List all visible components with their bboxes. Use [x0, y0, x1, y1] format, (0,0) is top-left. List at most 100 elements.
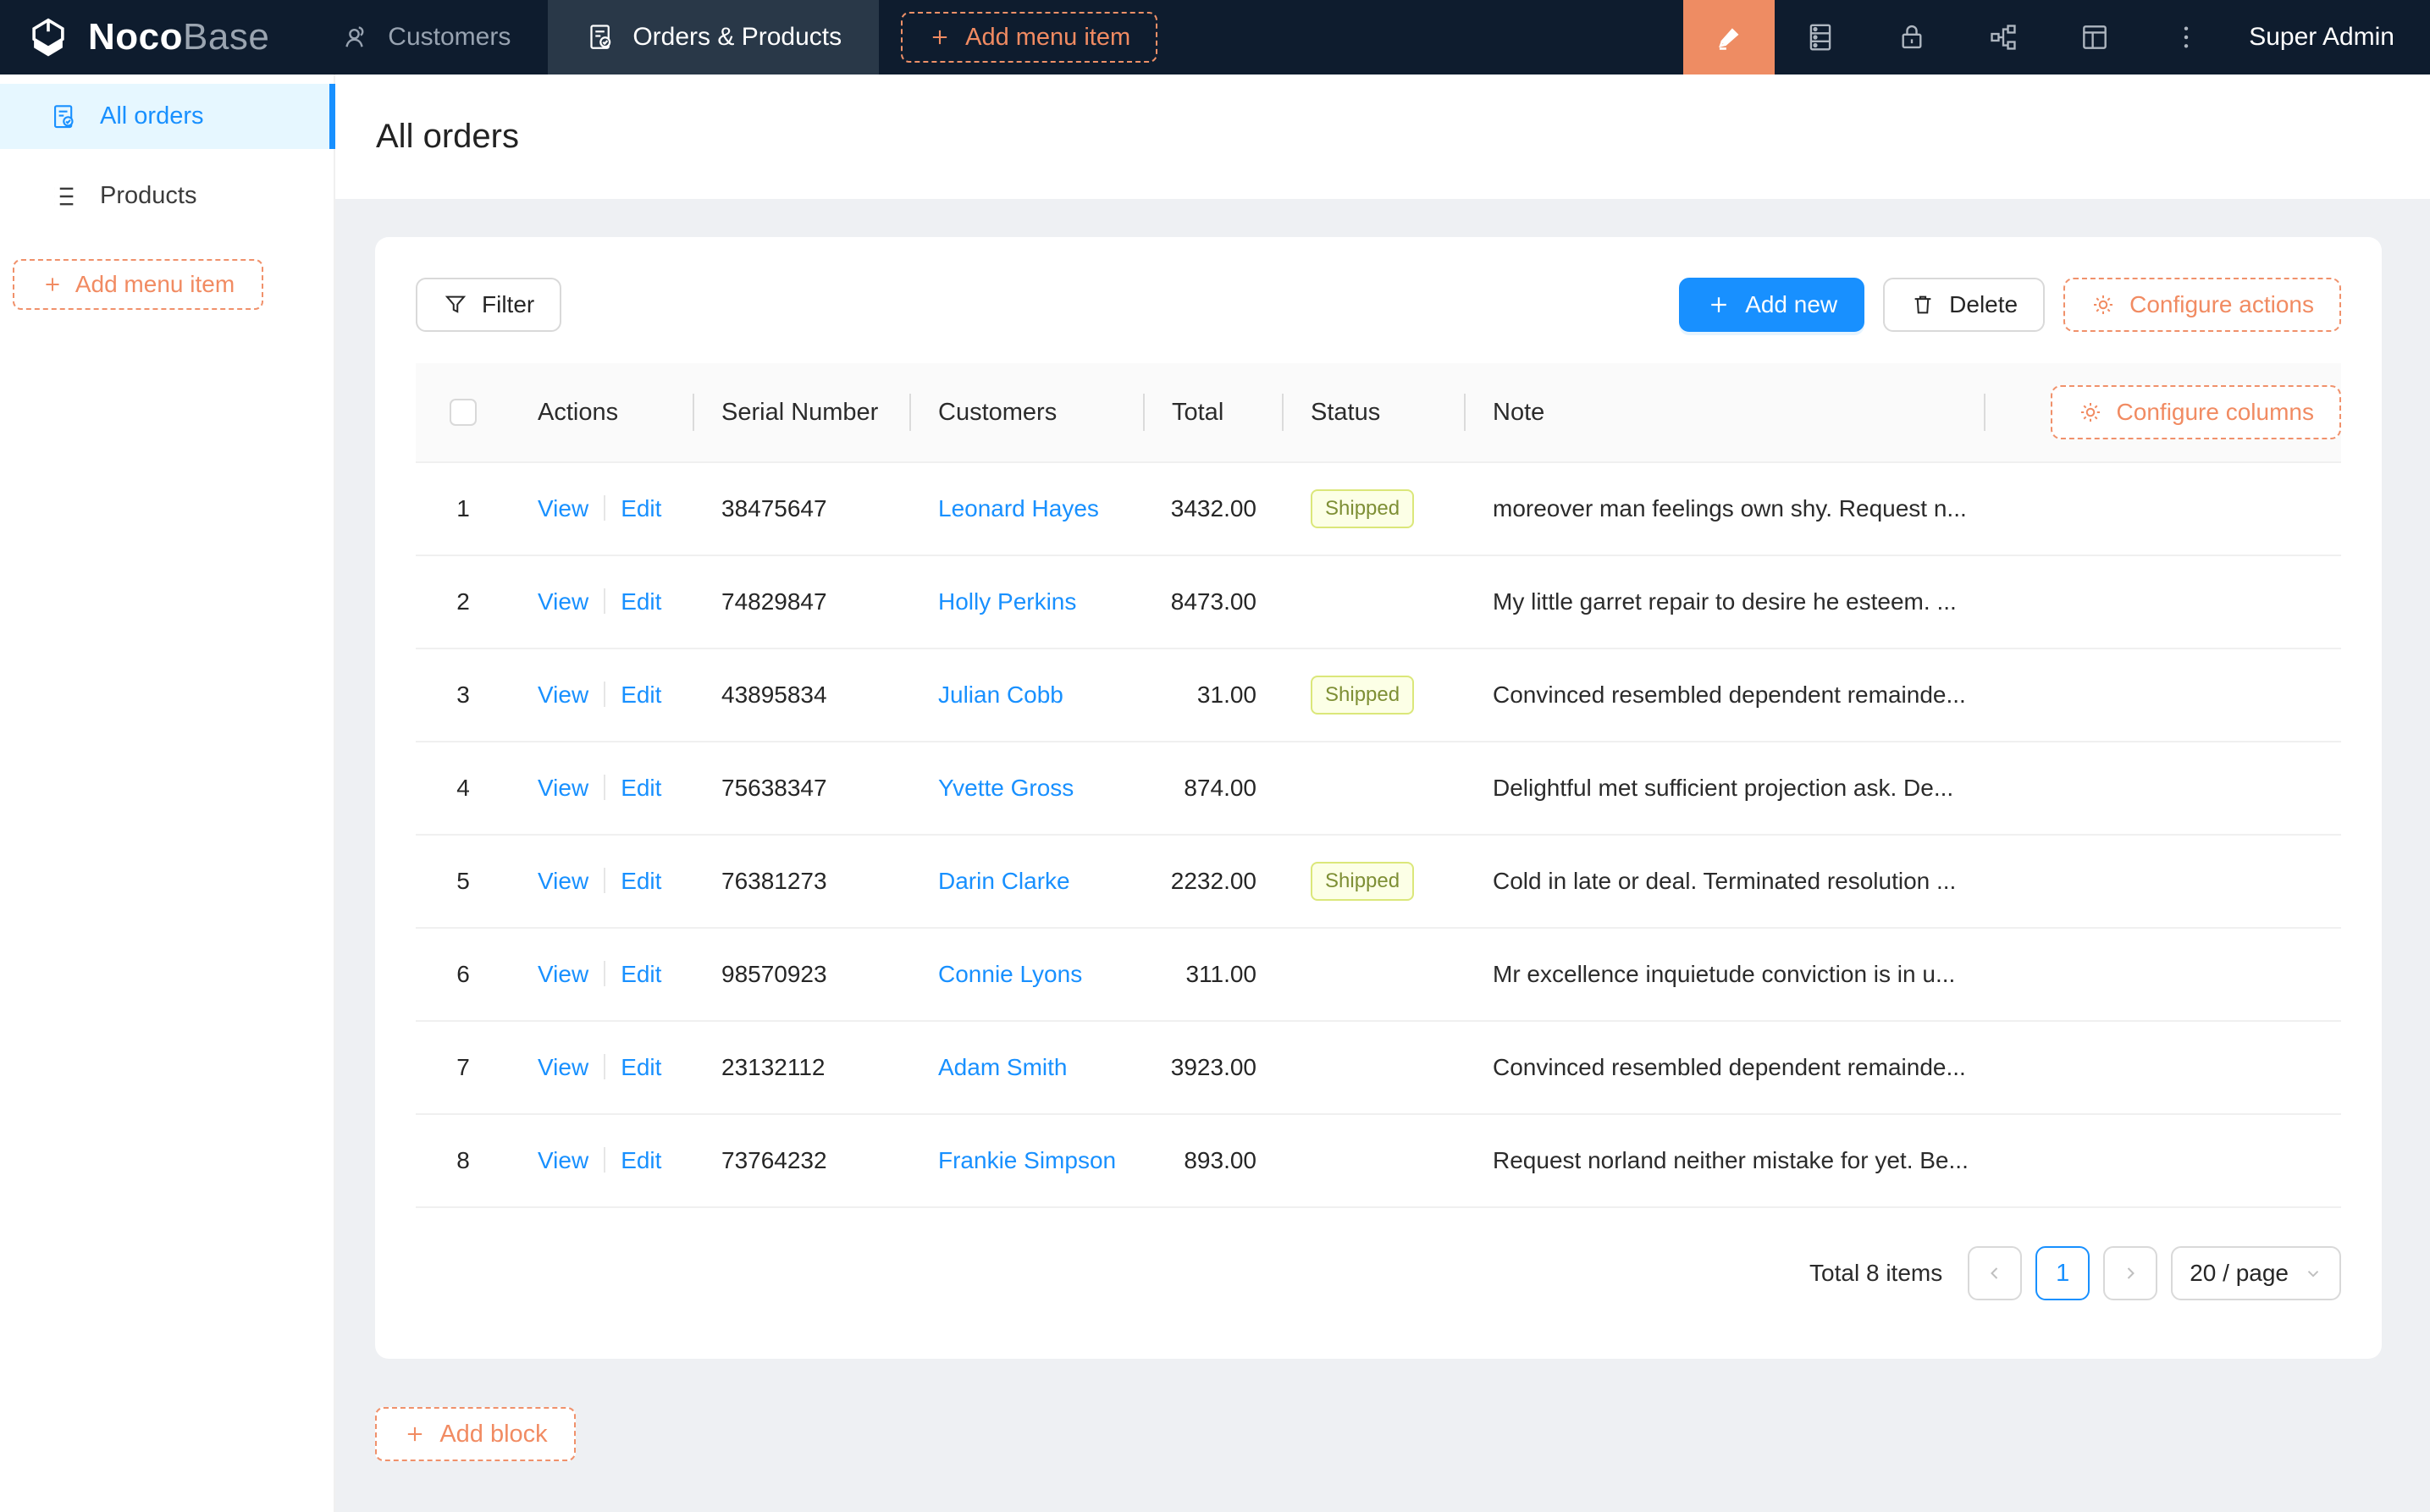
edit-link[interactable]: Edit [621, 961, 662, 987]
configure-columns-cell: Configure columns [1985, 363, 2341, 461]
table-row: 5 View Edit 76381273 Darin Clarke 2232.00… [416, 836, 2341, 929]
row-index: 4 [456, 775, 470, 801]
view-link[interactable]: View [538, 868, 589, 894]
action-divider [604, 868, 606, 893]
page-size-value: 20 / page [2190, 1260, 2289, 1286]
pagination-total: Total 8 items [1809, 1260, 1943, 1286]
user-name: Super Admin [2249, 23, 2394, 51]
nav-tab-orders-products[interactable]: Orders & Products [548, 0, 880, 74]
table-toolbar: Filter Add new Delete [416, 278, 2341, 332]
edit-link[interactable]: Edit [621, 588, 662, 615]
pagination-next-button[interactable] [2103, 1246, 2158, 1300]
filter-icon [445, 295, 467, 313]
action-divider [604, 961, 606, 986]
sidebar-item-all-orders[interactable]: All orders [0, 84, 335, 149]
view-link[interactable]: View [538, 1147, 589, 1173]
configure-columns-label: Configure columns [2116, 399, 2314, 425]
customer-link[interactable]: Julian Cobb [938, 682, 1063, 708]
view-link[interactable]: View [538, 1054, 589, 1080]
status-badge: Shipped [1311, 489, 1415, 528]
sidebar-item-products[interactable]: Products [0, 163, 334, 229]
api-button[interactable] [1958, 0, 2049, 74]
edit-link[interactable]: Edit [621, 1147, 662, 1173]
edit-link[interactable]: Edit [621, 682, 662, 708]
page-content: Filter Add new Delete [335, 199, 2430, 1512]
customer-link[interactable]: Adam Smith [938, 1054, 1068, 1080]
add-block-label: Add block [439, 1420, 548, 1448]
highlighter-icon [1719, 28, 1739, 50]
edit-link[interactable]: Edit [621, 775, 662, 801]
customer-link[interactable]: Darin Clarke [938, 868, 1070, 894]
lock-icon [1902, 25, 1922, 49]
row-actions: View Edit [511, 588, 694, 615]
edit-link[interactable]: Edit [621, 1054, 662, 1080]
header-add-menu-item-button[interactable]: Add menu item [901, 12, 1158, 63]
plus-icon [932, 30, 947, 45]
configure-actions-button[interactable]: Configure actions [2063, 278, 2341, 332]
view-link[interactable]: View [538, 775, 589, 801]
delete-button[interactable]: Delete [1883, 278, 2046, 332]
action-divider [604, 1054, 606, 1079]
nav-tab-customers[interactable]: Customers [303, 0, 548, 74]
column-header-customers: Customers [911, 363, 1145, 461]
note-cell: Cold in late or deal. Terminated resolut… [1493, 868, 1957, 894]
table-header-row: Actions Serial Number Customers Total St… [416, 363, 2341, 463]
table-row: 7 View Edit 23132112 Adam Smith 3923.00 C… [416, 1022, 2341, 1115]
ui-editor-button[interactable] [1683, 0, 1776, 74]
database-icon [1809, 24, 1831, 51]
status-cell: Shipped [1284, 862, 1466, 901]
chevron-down-icon [2307, 1271, 2319, 1277]
user-menu[interactable]: Super Admin [2232, 0, 2430, 74]
team-icon [345, 26, 364, 47]
gear-icon [2080, 403, 2100, 422]
page-size-select[interactable]: 20 / page [2171, 1246, 2341, 1300]
collections-button[interactable] [1775, 0, 1866, 74]
pagination-prev-button[interactable] [1968, 1246, 2023, 1300]
row-actions: View Edit [511, 775, 694, 802]
sidebar-add-menu-item-button[interactable]: Add menu item [13, 259, 263, 310]
serial-number-cell: 43895834 [721, 682, 827, 708]
row-index: 2 [456, 588, 470, 615]
view-link[interactable]: View [538, 961, 589, 987]
action-divider [604, 775, 606, 800]
view-link[interactable]: View [538, 588, 589, 615]
edit-link[interactable]: Edit [621, 495, 662, 521]
view-link[interactable]: View [538, 495, 589, 521]
note-cell: Delightful met sufficient projection ask… [1493, 775, 1954, 801]
row-index: 7 [456, 1054, 470, 1080]
add-new-button[interactable]: Add new [1679, 278, 1865, 332]
customer-link[interactable]: Connie Lyons [938, 961, 1083, 987]
customer-link[interactable]: Yvette Gross [938, 775, 1074, 801]
delete-label: Delete [1949, 291, 2019, 317]
row-index: 6 [456, 961, 470, 987]
org-chart-icon [1991, 25, 2016, 50]
table-row: 8 View Edit 73764232 Frankie Simpson 893.… [416, 1115, 2341, 1208]
sidebar-add-menu-item-label: Add menu item [75, 271, 235, 297]
customer-link[interactable]: Frankie Simpson [938, 1147, 1117, 1173]
configure-columns-button[interactable]: Configure columns [2050, 385, 2341, 439]
action-divider [604, 1147, 606, 1173]
navbar-spacer [1157, 0, 1683, 74]
select-all-cell [416, 363, 511, 461]
customer-link[interactable]: Holly Perkins [938, 588, 1077, 615]
column-header-actions: Actions [511, 363, 694, 461]
top-navbar: NocoBase Customers Orders & Products Add… [0, 0, 2430, 74]
note-cell: My little garret repair to desire he est… [1493, 588, 1957, 615]
edit-link[interactable]: Edit [621, 868, 662, 894]
column-header-total: Total [1145, 363, 1284, 461]
more-button[interactable] [2140, 0, 2232, 74]
nav-tab-label: Orders & Products [632, 23, 842, 51]
filter-button[interactable]: Filter [416, 278, 562, 332]
settings-center-button[interactable] [2049, 0, 2140, 74]
total-cell: 874.00 [1184, 775, 1256, 801]
select-all-checkbox[interactable] [450, 399, 477, 426]
nocobase-logo: NocoBase [0, 0, 303, 74]
pagination-page-1[interactable]: 1 [2035, 1246, 2090, 1300]
permissions-button[interactable] [1866, 0, 1958, 74]
add-block-button[interactable]: Add block [375, 1407, 576, 1461]
serial-number-cell: 73764232 [721, 1147, 827, 1173]
note-cell: moreover man feelings own shy. Request n… [1493, 495, 1967, 521]
customer-link[interactable]: Leonard Hayes [938, 495, 1099, 521]
view-link[interactable]: View [538, 682, 589, 708]
action-divider [604, 682, 606, 707]
